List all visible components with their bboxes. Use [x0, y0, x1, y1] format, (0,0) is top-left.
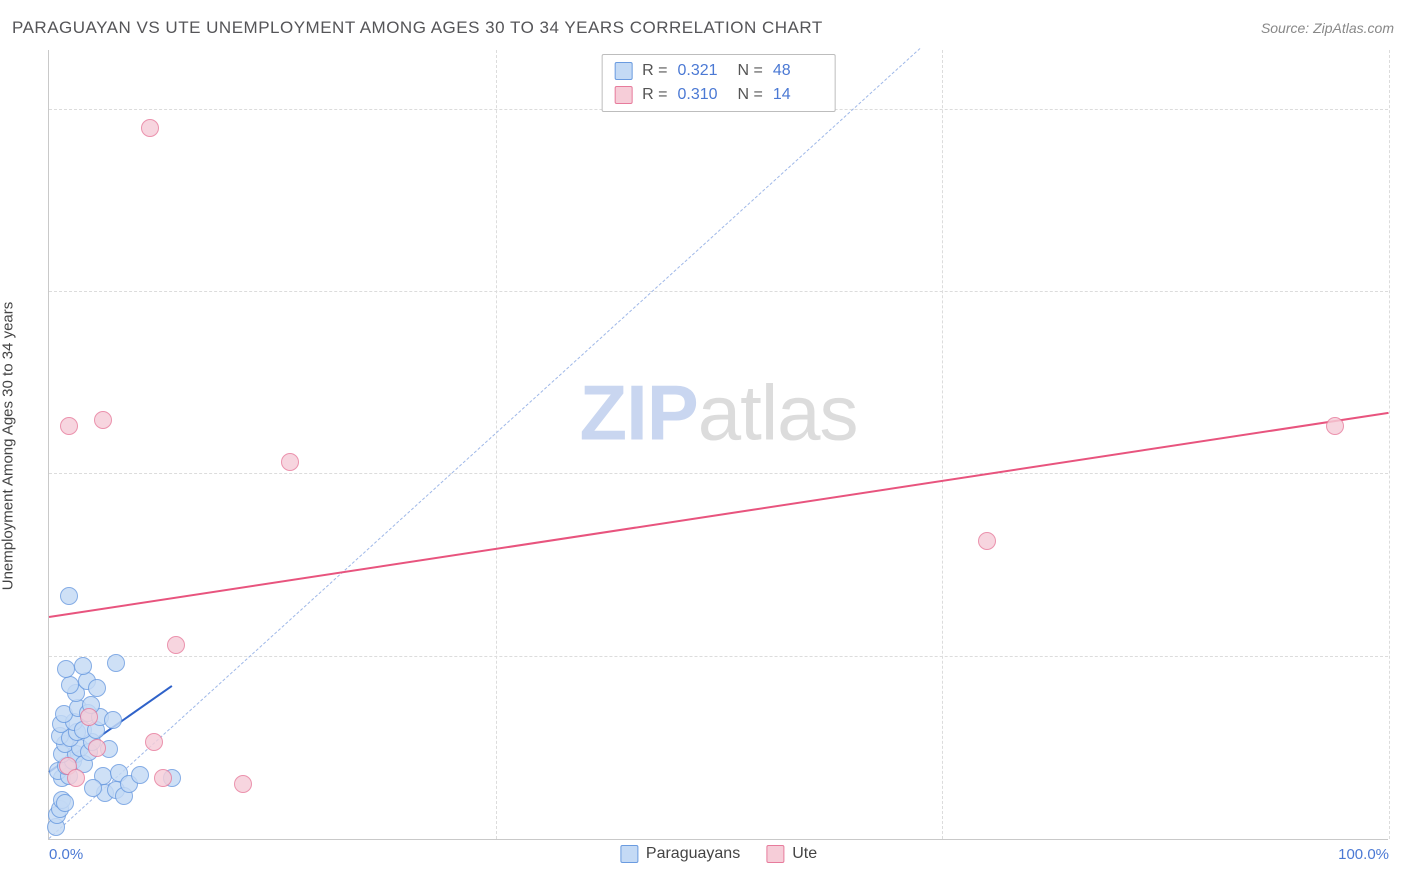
- data-point: [88, 739, 106, 757]
- x-tick-label: 100.0%: [1338, 846, 1389, 863]
- regression-line: [49, 412, 1389, 618]
- legend-stats-row: R = 0.321 N = 48: [614, 59, 823, 83]
- data-point: [234, 775, 252, 793]
- legend-r-value: 0.310: [678, 83, 728, 107]
- legend-label: Ute: [792, 845, 817, 863]
- legend-swatch: [766, 845, 784, 863]
- legend-r-key: R =: [642, 83, 667, 107]
- data-point: [281, 453, 299, 471]
- data-point: [107, 654, 125, 672]
- identity-line: [49, 48, 921, 839]
- data-point: [74, 657, 92, 675]
- legend-n-value: 14: [773, 83, 823, 107]
- data-point: [60, 587, 78, 605]
- legend-swatch: [614, 62, 632, 80]
- data-point: [94, 411, 112, 429]
- data-point: [145, 733, 163, 751]
- y-tick-label: 30.0%: [1395, 466, 1406, 483]
- data-point: [88, 679, 106, 697]
- data-point: [978, 532, 996, 550]
- legend-r-key: R =: [642, 59, 667, 83]
- legend-label: Paraguayans: [646, 845, 740, 863]
- data-point: [80, 708, 98, 726]
- data-point: [131, 766, 149, 784]
- legend-n-value: 48: [773, 59, 823, 83]
- gridline-v: [942, 50, 943, 839]
- legend-swatch: [614, 86, 632, 104]
- data-point: [67, 769, 85, 787]
- chart-title: PARAGUAYAN VS UTE UNEMPLOYMENT AMONG AGE…: [12, 18, 823, 38]
- legend-n-key: N =: [738, 59, 763, 83]
- scatter-plot: ZIPatlas 15.0%30.0%45.0%60.0%0.0%100.0%R…: [48, 50, 1388, 840]
- data-point: [57, 660, 75, 678]
- legend-stats: R = 0.321 N = 48 R = 0.310 N = 14: [601, 54, 836, 112]
- watermark: ZIPatlas: [579, 367, 857, 458]
- data-point: [1326, 417, 1344, 435]
- legend-r-value: 0.321: [678, 59, 728, 83]
- data-point: [56, 794, 74, 812]
- legend-item: Ute: [766, 845, 817, 863]
- data-point: [141, 119, 159, 137]
- gridline-v: [496, 50, 497, 839]
- data-point: [60, 417, 78, 435]
- legend-series: Paraguayans Ute: [620, 845, 817, 863]
- gridline-h: [49, 473, 1388, 474]
- x-tick-label: 0.0%: [49, 846, 83, 863]
- gridline-h: [49, 291, 1388, 292]
- data-point: [154, 769, 172, 787]
- source-credit: Source: ZipAtlas.com: [1261, 20, 1394, 36]
- y-tick-label: 15.0%: [1395, 648, 1406, 665]
- gridline-v: [1389, 50, 1390, 839]
- legend-item: Paraguayans: [620, 845, 740, 863]
- y-tick-label: 45.0%: [1395, 284, 1406, 301]
- y-axis-label: Unemployment Among Ages 30 to 34 years: [0, 302, 17, 591]
- title-bar: PARAGUAYAN VS UTE UNEMPLOYMENT AMONG AGE…: [12, 18, 1394, 38]
- data-point: [104, 711, 122, 729]
- data-point: [84, 779, 102, 797]
- legend-stats-row: R = 0.310 N = 14: [614, 83, 823, 107]
- y-tick-label: 60.0%: [1395, 101, 1406, 118]
- data-point: [167, 636, 185, 654]
- legend-n-key: N =: [738, 83, 763, 107]
- legend-swatch: [620, 845, 638, 863]
